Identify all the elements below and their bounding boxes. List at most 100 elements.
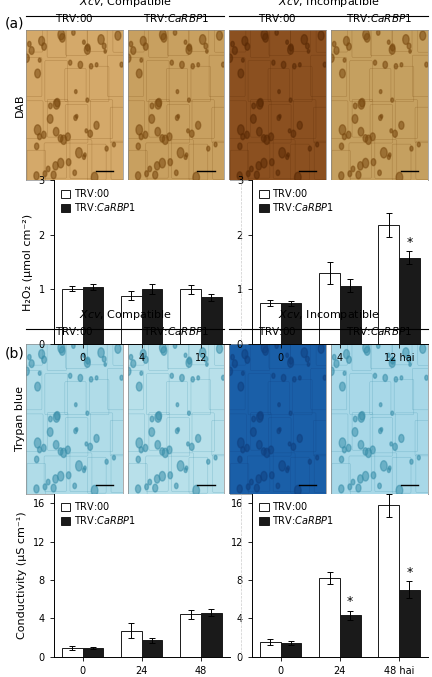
Circle shape	[74, 429, 77, 433]
Circle shape	[272, 373, 275, 378]
Circle shape	[222, 375, 225, 380]
Circle shape	[173, 30, 177, 35]
Circle shape	[334, 359, 339, 368]
Circle shape	[318, 31, 324, 40]
Circle shape	[264, 135, 270, 144]
Circle shape	[295, 485, 301, 496]
Text: DAB: DAB	[15, 93, 25, 117]
Circle shape	[83, 155, 86, 159]
Circle shape	[390, 129, 393, 133]
Circle shape	[241, 133, 245, 139]
Circle shape	[373, 60, 377, 65]
Circle shape	[170, 60, 173, 65]
Text: $\it{Xcv}$, Incompatible: $\it{Xcv}$, Incompatible	[278, 0, 379, 9]
Circle shape	[305, 356, 309, 362]
Circle shape	[28, 355, 31, 360]
Circle shape	[149, 428, 155, 437]
Circle shape	[34, 172, 39, 180]
Circle shape	[57, 471, 64, 481]
Circle shape	[371, 472, 376, 479]
Circle shape	[53, 162, 58, 170]
Circle shape	[95, 376, 98, 380]
Bar	[319, 273, 340, 343]
Circle shape	[88, 130, 92, 137]
Circle shape	[175, 483, 178, 489]
Circle shape	[48, 103, 52, 109]
Legend: TRV:$\it{00}$, TRV:$\it{CaRBP1}$: TRV:$\it{00}$, TRV:$\it{CaRBP1}$	[257, 185, 337, 215]
Circle shape	[204, 43, 208, 49]
Circle shape	[258, 412, 263, 420]
Circle shape	[51, 171, 56, 179]
Circle shape	[237, 485, 242, 493]
Circle shape	[286, 40, 289, 44]
Circle shape	[378, 170, 381, 175]
Circle shape	[125, 367, 131, 376]
Circle shape	[29, 359, 34, 368]
Circle shape	[39, 37, 44, 45]
Circle shape	[391, 98, 394, 102]
Circle shape	[143, 43, 148, 50]
Circle shape	[279, 428, 281, 431]
Circle shape	[140, 58, 143, 62]
Circle shape	[425, 375, 428, 380]
Bar	[260, 642, 281, 657]
Circle shape	[94, 121, 99, 129]
Circle shape	[85, 129, 88, 133]
Circle shape	[155, 441, 161, 449]
Circle shape	[161, 347, 167, 355]
Circle shape	[289, 98, 292, 102]
Circle shape	[308, 146, 311, 151]
Circle shape	[383, 62, 388, 68]
Circle shape	[257, 127, 262, 136]
Circle shape	[98, 35, 104, 45]
Circle shape	[222, 62, 225, 67]
Circle shape	[105, 459, 108, 464]
Text: *: *	[406, 565, 413, 579]
Circle shape	[351, 166, 355, 172]
Circle shape	[175, 429, 179, 433]
Circle shape	[186, 45, 192, 54]
Circle shape	[193, 172, 200, 183]
Circle shape	[137, 69, 142, 78]
Circle shape	[35, 143, 39, 150]
Circle shape	[232, 359, 237, 368]
Circle shape	[250, 479, 253, 485]
Circle shape	[35, 456, 39, 462]
Circle shape	[399, 435, 404, 442]
Circle shape	[84, 45, 90, 54]
Circle shape	[167, 133, 172, 141]
Circle shape	[184, 155, 187, 159]
Text: TRV:$\it{CaRBP1}$: TRV:$\it{CaRBP1}$	[346, 12, 412, 24]
Circle shape	[286, 155, 289, 159]
Circle shape	[238, 438, 244, 448]
Circle shape	[334, 47, 339, 54]
Circle shape	[177, 148, 184, 158]
Circle shape	[115, 344, 121, 353]
Circle shape	[388, 466, 391, 470]
Circle shape	[196, 435, 201, 442]
Circle shape	[155, 475, 160, 483]
Circle shape	[43, 484, 47, 489]
Circle shape	[155, 412, 161, 422]
Circle shape	[73, 483, 76, 489]
Circle shape	[89, 376, 93, 382]
Text: (b): (b)	[4, 347, 24, 361]
Circle shape	[177, 428, 179, 431]
Circle shape	[69, 60, 72, 65]
Circle shape	[170, 373, 173, 378]
Circle shape	[191, 376, 194, 382]
Circle shape	[190, 130, 194, 137]
Circle shape	[76, 148, 82, 158]
Circle shape	[417, 142, 420, 147]
Circle shape	[362, 471, 368, 481]
Circle shape	[232, 47, 237, 54]
Bar	[83, 287, 103, 343]
Circle shape	[343, 133, 346, 139]
Circle shape	[206, 146, 210, 151]
Circle shape	[104, 363, 106, 366]
Circle shape	[140, 349, 146, 359]
Circle shape	[353, 103, 357, 109]
Circle shape	[379, 429, 382, 433]
Circle shape	[83, 466, 86, 470]
Circle shape	[256, 475, 261, 483]
